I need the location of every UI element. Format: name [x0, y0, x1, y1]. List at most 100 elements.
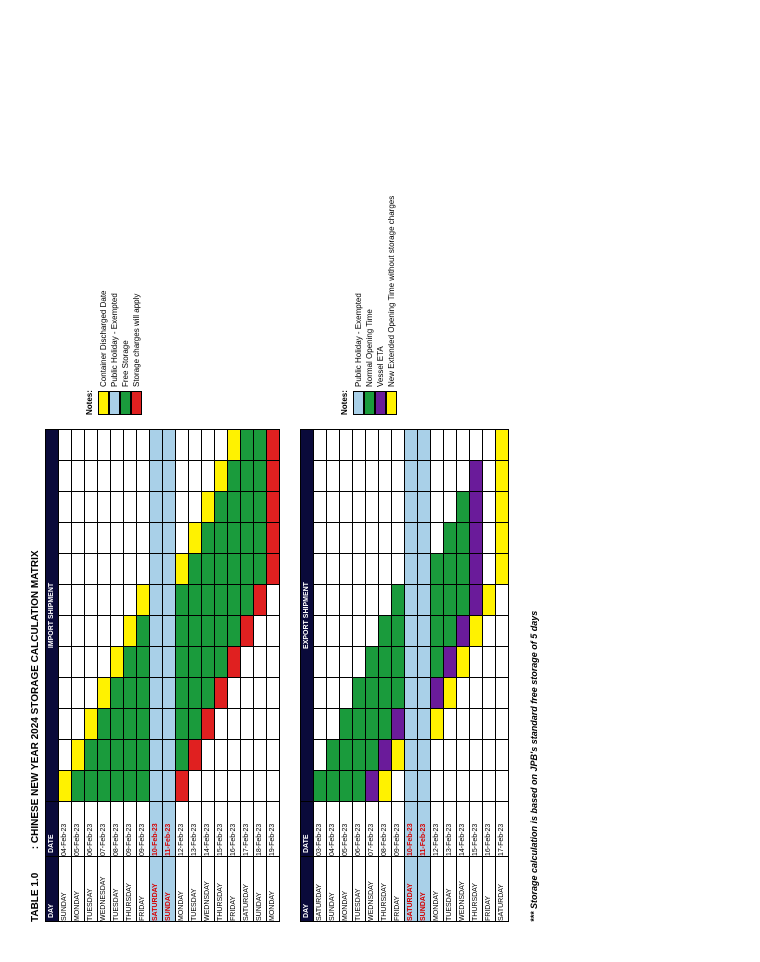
matrix-cell	[124, 461, 137, 492]
matrix-cell	[418, 554, 431, 585]
matrix-cell	[379, 430, 392, 461]
legend-text: Public Holiday - Exempted	[110, 293, 119, 387]
matrix-cell	[353, 461, 366, 492]
matrix-cell	[163, 523, 176, 554]
legend-swatch	[131, 391, 142, 415]
matrix-cell	[366, 647, 379, 678]
matrix-cell	[137, 554, 150, 585]
cell-day: THURSDAY	[379, 857, 392, 922]
cell-date: 04-Feb-23	[59, 802, 72, 857]
table-row: WEDNSDAY07-Feb-23	[366, 430, 379, 922]
matrix-cell	[418, 771, 431, 802]
legend-item: New Extended Opening Time without storag…	[386, 196, 397, 415]
matrix-cell	[98, 430, 111, 461]
matrix-cell	[111, 678, 124, 709]
matrix-cell	[228, 678, 241, 709]
matrix-cell	[457, 461, 470, 492]
matrix-cell	[202, 430, 215, 461]
cell-day: TUESDAY	[111, 857, 124, 922]
legend-title: Notes:	[85, 291, 94, 416]
table-row: MONDAY05-Feb-23	[340, 430, 353, 922]
matrix-cell	[176, 647, 189, 678]
matrix-cell	[59, 492, 72, 523]
matrix-cell	[241, 647, 254, 678]
legend-item: Public Holiday - Exempted	[109, 291, 120, 416]
cell-day: MONDAY	[431, 857, 444, 922]
matrix-cell	[366, 523, 379, 554]
matrix-cell	[444, 647, 457, 678]
cell-day: TUESDAY	[444, 857, 457, 922]
table-row: FRIDAY16-Feb-23	[228, 430, 241, 922]
matrix-cell	[98, 771, 111, 802]
matrix-cell	[228, 523, 241, 554]
matrix-cell	[202, 740, 215, 771]
matrix-cell	[379, 709, 392, 740]
matrix-cell	[176, 678, 189, 709]
table-row: FRIDAY16-Feb-23	[483, 430, 496, 922]
matrix-cell	[150, 647, 163, 678]
matrix-cell	[314, 678, 327, 709]
matrix-cell	[457, 616, 470, 647]
cell-date: 05-Feb-23	[340, 802, 353, 857]
matrix-cell	[327, 616, 340, 647]
col-header-date: DATE	[301, 802, 314, 857]
matrix-cell	[176, 585, 189, 616]
matrix-cell	[228, 585, 241, 616]
matrix-cell	[340, 647, 353, 678]
matrix-cell	[111, 461, 124, 492]
cell-date: 05-Feb-23	[72, 802, 85, 857]
matrix-cell	[340, 585, 353, 616]
legend-text: Container Discharged Date	[99, 291, 108, 388]
matrix-cell	[150, 554, 163, 585]
matrix-cell	[137, 678, 150, 709]
matrix-cell	[457, 585, 470, 616]
matrix-cell	[98, 647, 111, 678]
matrix-cell	[418, 678, 431, 709]
cell-date: 11-Feb-23	[418, 802, 431, 857]
matrix-cell	[189, 616, 202, 647]
cell-day: SUNDAY	[163, 857, 176, 922]
matrix-cell	[392, 647, 405, 678]
matrix-cell	[254, 430, 267, 461]
matrix-cell	[444, 709, 457, 740]
matrix-cell	[457, 492, 470, 523]
matrix-cell	[353, 678, 366, 709]
matrix-cell	[444, 678, 457, 709]
matrix-cell	[340, 709, 353, 740]
matrix-cell	[72, 616, 85, 647]
matrix-cell	[254, 771, 267, 802]
matrix-cell	[163, 492, 176, 523]
cell-date: 12-Feb-23	[431, 802, 444, 857]
matrix-cell	[327, 647, 340, 678]
cell-date: 10-Feb-23	[405, 802, 418, 857]
matrix-cell	[379, 616, 392, 647]
matrix-cell	[379, 461, 392, 492]
matrix-cell	[163, 709, 176, 740]
matrix-cell	[137, 430, 150, 461]
cell-date: 06-Feb-23	[353, 802, 366, 857]
matrix-cell	[431, 616, 444, 647]
matrix-cell	[176, 523, 189, 554]
matrix-cell	[59, 740, 72, 771]
matrix-cell	[353, 709, 366, 740]
matrix-cell	[392, 461, 405, 492]
table-row: FRIDAY09-Feb-23	[392, 430, 405, 922]
matrix-cell	[189, 647, 202, 678]
matrix-cell	[85, 585, 98, 616]
matrix-cell	[137, 771, 150, 802]
matrix-cell	[392, 492, 405, 523]
legend-text: Free Storage	[121, 340, 130, 387]
cell-date: 14-Feb-23	[457, 802, 470, 857]
table-row: SATURDAY03-Feb-23	[314, 430, 327, 922]
matrix-cell	[254, 678, 267, 709]
legend-text: New Extended Opening Time without storag…	[387, 196, 396, 387]
cell-day: SATURDAY	[496, 857, 509, 922]
matrix-cell	[327, 492, 340, 523]
matrix-cell	[366, 616, 379, 647]
cell-date: 08-Feb-23	[111, 802, 124, 857]
matrix-cell	[314, 616, 327, 647]
matrix-cell	[470, 585, 483, 616]
matrix-cell	[366, 771, 379, 802]
table-row: MONDAY05-Feb-23	[72, 430, 85, 922]
matrix-cell	[405, 585, 418, 616]
